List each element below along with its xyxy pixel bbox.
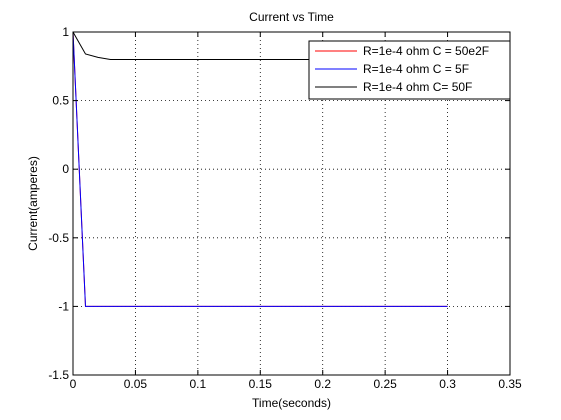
x-tick-label: 0.15 — [249, 377, 273, 391]
y-tick-label: 0 — [62, 162, 69, 176]
legend-entries: R=1e-4 ohm C = 50e2F R=1e-4 ohm C = 5F R=1… — [315, 44, 489, 94]
axes-box — [72, 31, 511, 376]
y-tick-label: -0.5 — [48, 231, 69, 245]
series-line-2 — [72, 31, 448, 307]
y-tick-label: 1 — [62, 25, 69, 39]
x-tick-label: 0 — [70, 377, 77, 391]
legend-label-1: R=1e-4 ohm C = 50e2F — [363, 44, 489, 58]
tick-labels-layer: 0 0.05 0.1 0.15 0.2 0.25 0.3 0.35 -1.5 -1 -0.5 0 0.5… — [48, 25, 522, 391]
x-tick-label: 0.3 — [439, 377, 456, 391]
chart-title: Current vs Time — [249, 10, 334, 24]
legend: R=1e-4 ohm C = 50e2F R=1e-4 ohm C = 5F R=1… — [308, 40, 511, 100]
x-tick-label: 0.1 — [190, 377, 207, 391]
x-tick-label: 0.05 — [124, 377, 148, 391]
legend-label-2: R=1e-4 ohm C = 5F — [363, 62, 469, 76]
y-axis-label: Current(amperes) — [26, 156, 40, 251]
x-tick-label: 0.35 — [498, 377, 522, 391]
ticks-layer — [72, 31, 511, 376]
y-tick-label: -1.5 — [48, 368, 69, 382]
x-tick-label: 0.25 — [373, 377, 397, 391]
y-tick-label: -1 — [58, 299, 69, 313]
x-axis-label: Time(seconds) — [252, 396, 331, 410]
y-tick-label: 0.5 — [52, 94, 69, 108]
legend-label-3: R=1e-4 ohm C= 50F — [363, 80, 472, 94]
x-tick-label: 0.2 — [314, 377, 331, 391]
